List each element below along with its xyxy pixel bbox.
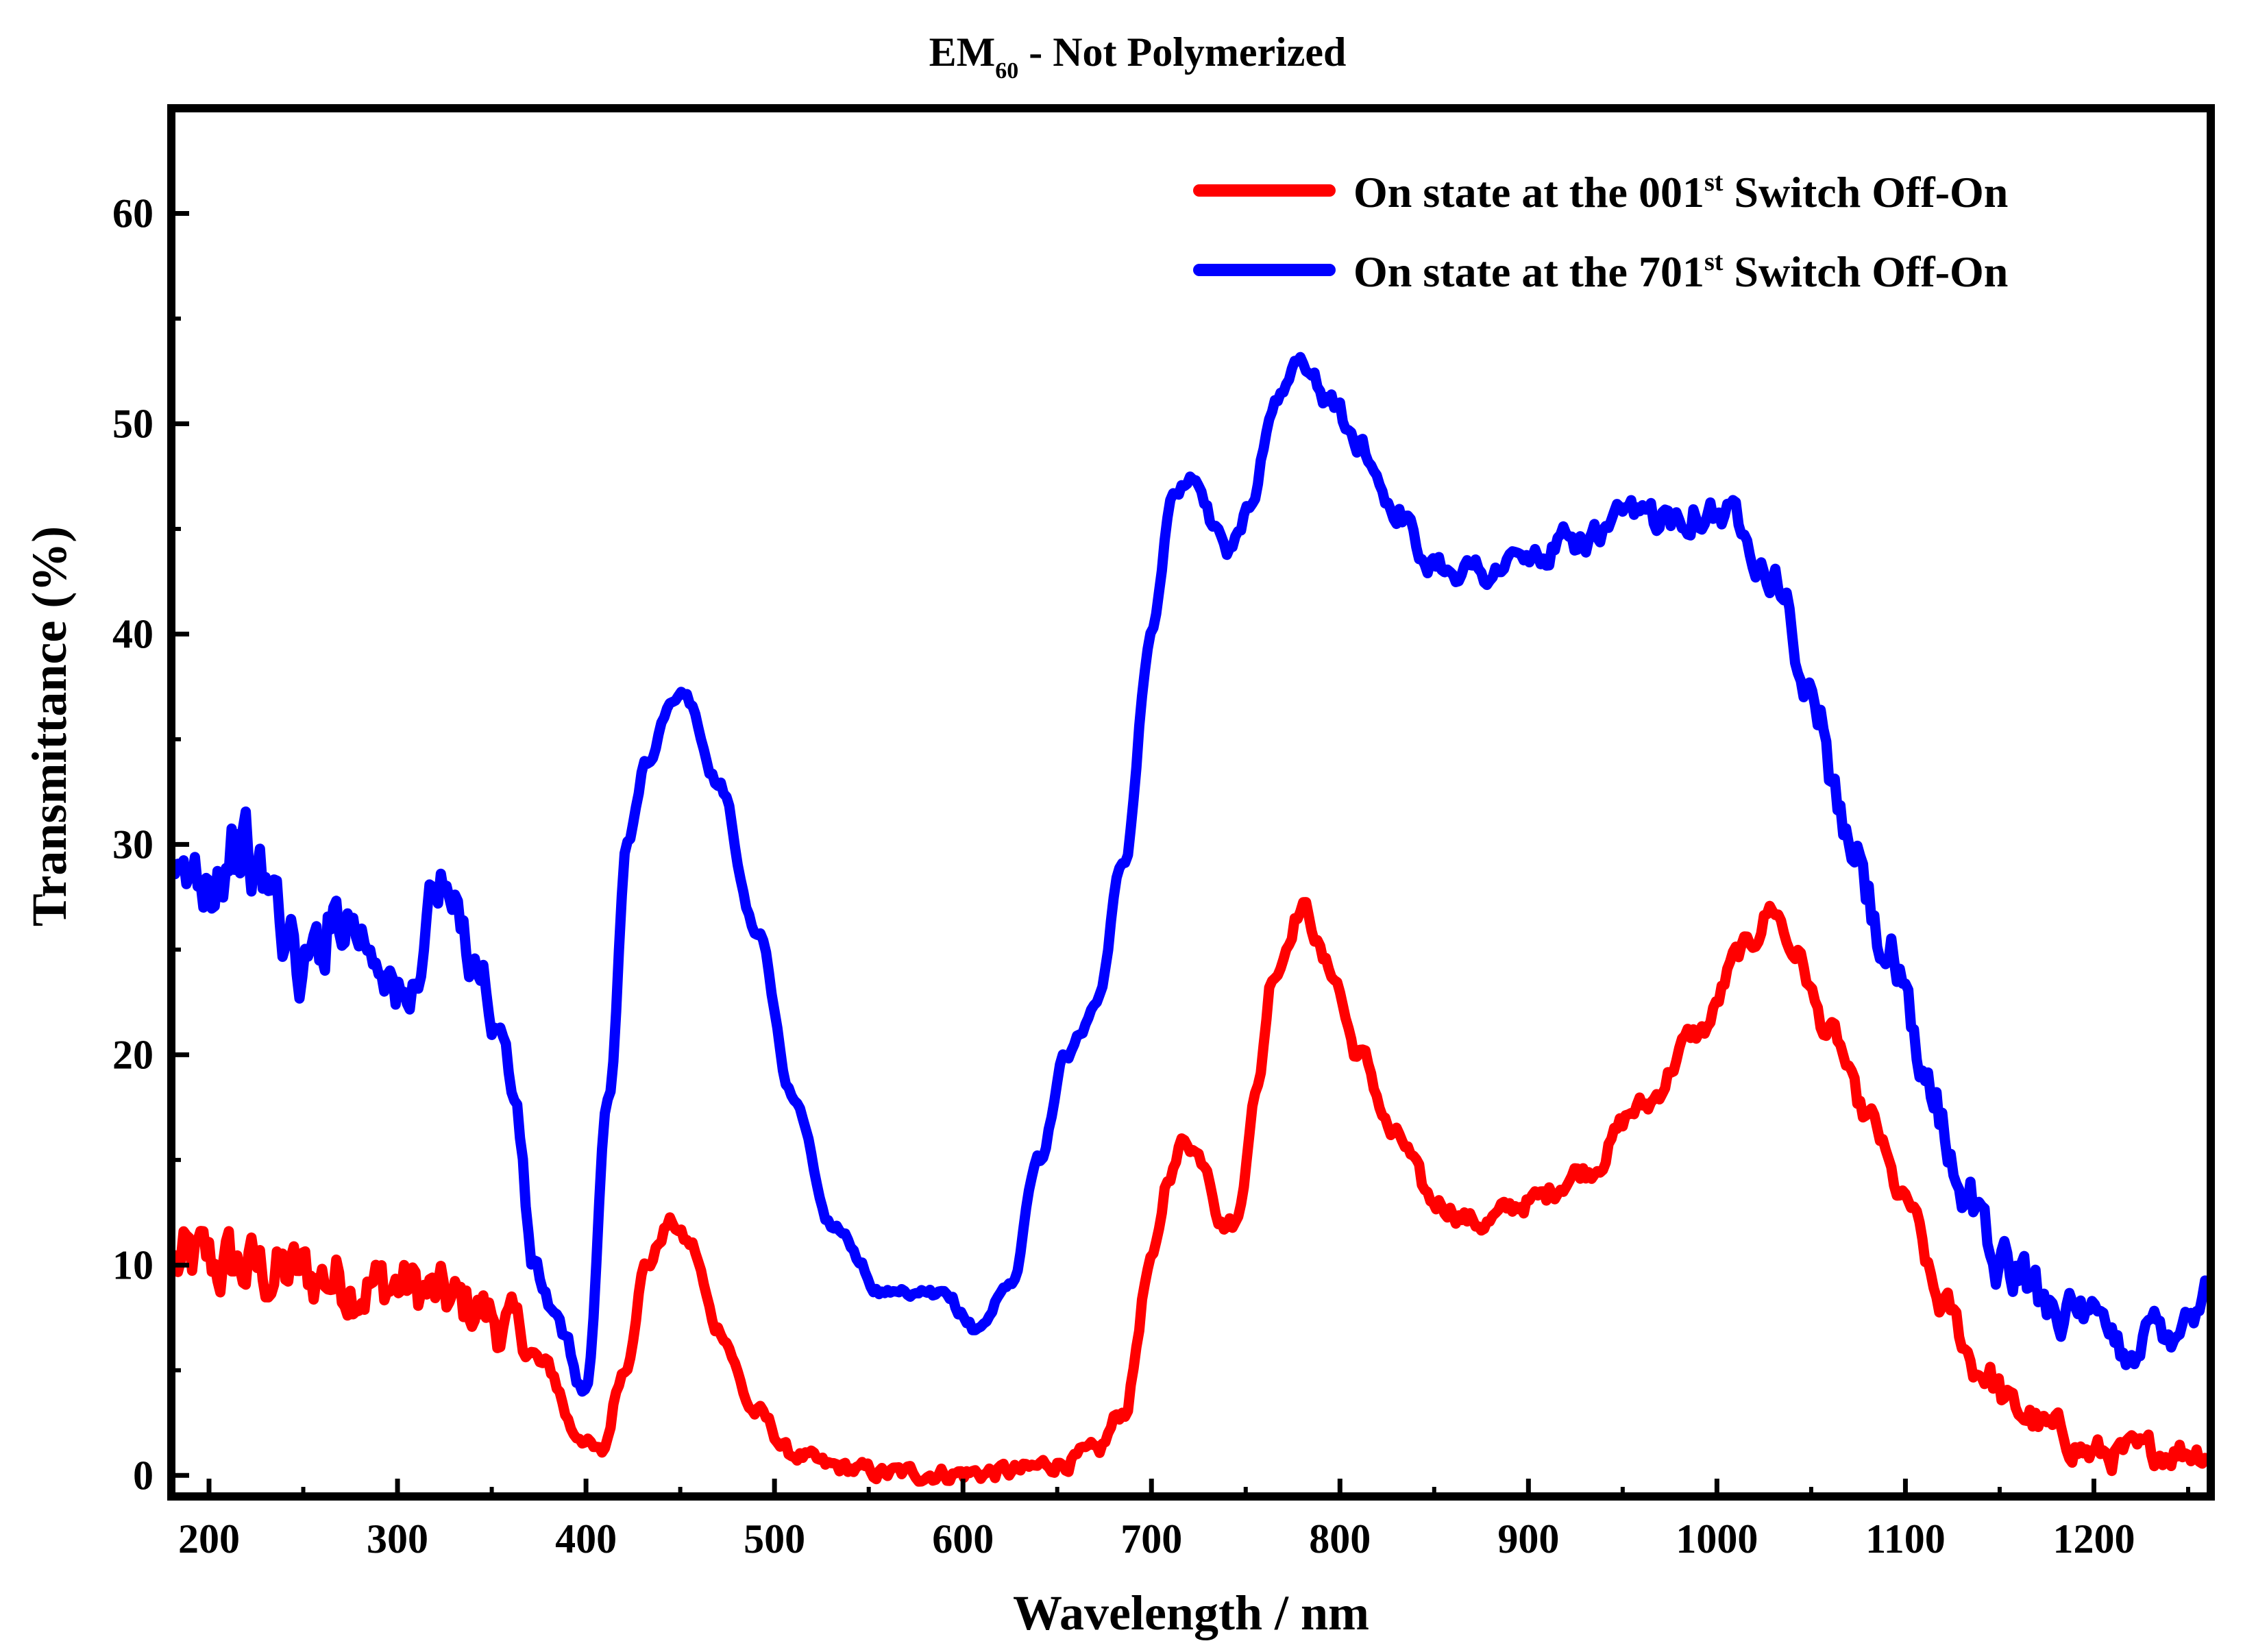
x-tick-label: 600 <box>932 1516 994 1562</box>
chart-title: EM60 - Not Polymerized <box>929 29 1347 84</box>
y-tick-label: 60 <box>112 190 154 236</box>
legend-label-series-2: On state at the 701st Switch Off-On <box>1353 247 2008 296</box>
x-tick-label: 900 <box>1497 1516 1559 1562</box>
y-tick-label: 30 <box>112 822 154 867</box>
x-tick-label: 400 <box>555 1516 617 1562</box>
y-axis-ticks: 0 10 20 30 40 50 60 <box>112 190 189 1498</box>
x-axis-ticks: 200 300 400 500 600 700 800 900 1000 1100 1200 <box>178 1479 2190 1562</box>
y-axis-label: Transmittance (%) <box>22 526 77 927</box>
x-axis-label: Wavelength / nm <box>1013 1586 1369 1640</box>
x-tick-label: 1200 <box>2052 1516 2135 1562</box>
series-line-2 <box>170 352 2214 1397</box>
y-tick-label: 0 <box>133 1453 154 1498</box>
x-tick-label: 200 <box>178 1516 240 1562</box>
plot-series-group <box>170 352 2214 1487</box>
legend-label-series-1: On state at the 001st Switch Off-On <box>1353 168 2008 217</box>
legend: On state at the 001st Switch Off-On On s… <box>1193 168 2008 296</box>
x-tick-label: 700 <box>1120 1516 1182 1562</box>
x-tick-label: 300 <box>367 1516 428 1562</box>
y-tick-label: 10 <box>112 1242 154 1287</box>
y-tick-label: 20 <box>112 1032 154 1077</box>
y-tick-label: 40 <box>112 611 154 656</box>
x-tick-label: 1100 <box>1865 1516 1946 1562</box>
x-tick-label: 1000 <box>1676 1516 1758 1562</box>
y-tick-label: 50 <box>112 401 154 446</box>
plot-frame <box>167 104 2215 1501</box>
series-line-1 <box>170 897 2214 1487</box>
x-tick-label: 800 <box>1309 1516 1371 1562</box>
x-tick-label: 500 <box>744 1516 805 1562</box>
